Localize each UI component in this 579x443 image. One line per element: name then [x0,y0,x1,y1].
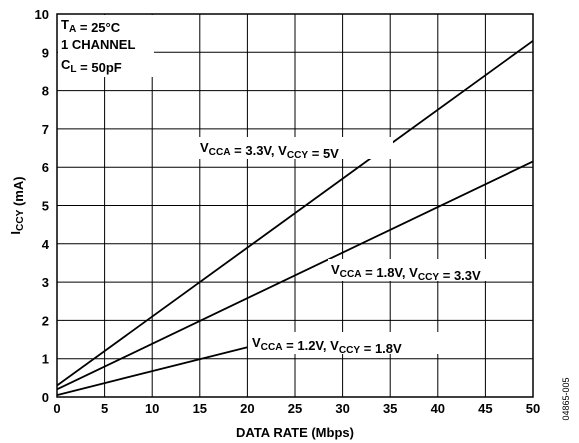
y-tick-label: 3 [42,275,49,290]
series-labels: VCCA = 3.3V, VCCY = 5V VCCA = 1.8V, VCCY … [197,137,528,356]
condition-line: TA = 25°C [61,17,121,35]
series-label-bg [197,137,393,159]
x-tick-label: 10 [145,401,159,416]
x-tick-label: 5 [101,401,108,416]
series-label-2: VCCA = 1.8V, VCCY = 3.3V [331,262,481,283]
y-tick-labels: 0 1 2 3 4 5 6 7 8 9 10 [35,7,50,405]
y-tick-label: 7 [42,122,49,137]
x-tick-label: 50 [526,401,540,416]
x-tick-label: 20 [240,401,254,416]
condition-line: CL = 50pF [61,57,122,75]
series-line-3 [56,346,248,396]
y-tick-label: 10 [35,7,49,22]
y-tick-label: 8 [42,84,49,99]
y-tick-label: 1 [42,352,49,367]
x-tick-label: 35 [383,401,397,416]
y-tick-label: 9 [42,45,49,60]
y-tick-label: 4 [42,237,50,252]
y-tick-label: 0 [42,390,49,405]
y-axis-title: ICCY (mA) [8,176,26,234]
series-label-bg [249,332,445,354]
series-label-bg [328,259,528,281]
conditions-box [58,15,154,77]
series-line-1 [56,40,534,387]
figure-id: 04865-005 [561,377,571,420]
condition-line: 1 CHANNEL [61,37,135,52]
plot-frame [56,13,534,398]
series-line-2 [56,160,534,391]
series-label-1: VCCA = 3.3V, VCCY = 5V [200,140,339,161]
conditions-text: TA = 25°C 1 CHANNEL CL = 50pF [61,17,135,75]
x-tick-label: 40 [431,401,445,416]
x-tick-label: 30 [335,401,349,416]
x-tick-label: 15 [193,401,207,416]
x-axis-title: DATA RATE (Mbps) [236,425,354,440]
y-tick-label: 5 [42,199,49,214]
y-tick-label: 2 [42,313,49,328]
series-lines [56,40,534,396]
x-tick-labels: 0 5 10 15 20 25 30 35 40 45 50 [53,401,540,416]
y-tick-label: 6 [42,160,49,175]
series-label-3: VCCA = 1.2V, VCCY = 1.8V [252,335,402,356]
x-tick-label: 45 [478,401,492,416]
x-tick-label: 0 [53,401,60,416]
x-tick-label: 25 [288,401,302,416]
